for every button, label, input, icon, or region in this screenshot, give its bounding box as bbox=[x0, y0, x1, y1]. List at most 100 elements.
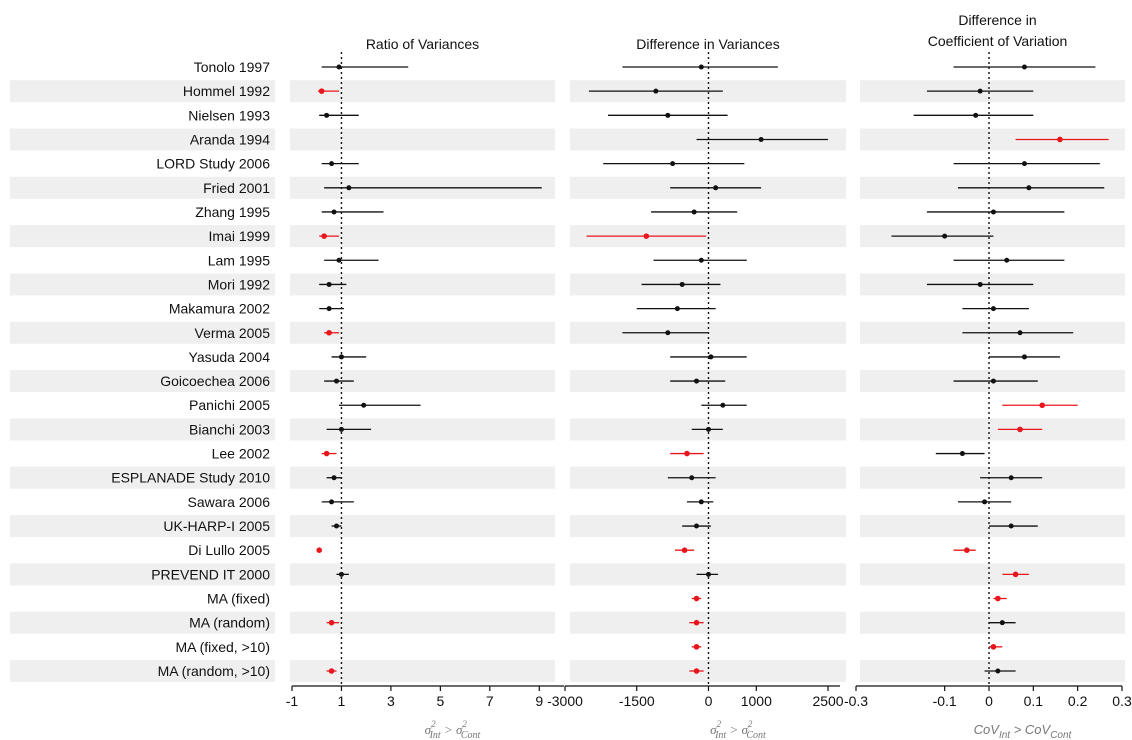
study-label: MA (fixed, >10) bbox=[175, 639, 270, 655]
row-band-label bbox=[10, 80, 275, 103]
study-label: LORD Study 2006 bbox=[156, 156, 270, 172]
study-label: Panichi 2005 bbox=[189, 397, 270, 413]
point-estimate bbox=[990, 306, 996, 312]
point-estimate bbox=[665, 330, 671, 336]
point-estimate bbox=[1004, 257, 1010, 263]
x-axis-label: σ2 Int > σ2 Cont bbox=[425, 719, 481, 740]
study-label: Di Lullo 2005 bbox=[188, 542, 270, 558]
panels: Ratio of Variances-1 1 3 5 7 9σ2 Int > σ2 ContD… bbox=[286, 12, 1132, 740]
row-band-label bbox=[10, 273, 275, 296]
row-band-label bbox=[10, 128, 275, 151]
point-estimate bbox=[324, 112, 330, 118]
point-estimate bbox=[338, 426, 344, 432]
study-label: MA (random) bbox=[189, 615, 270, 631]
row-band bbox=[860, 563, 1125, 586]
x-axis-label: σ2 Int > σ2 Cont bbox=[710, 719, 766, 740]
x-axis-label-part: Cont bbox=[461, 730, 481, 740]
panel-2: Difference in Variances -3000 -1500 0 1000 25… bbox=[547, 36, 844, 740]
study-label: UK-HARP-I 2005 bbox=[163, 518, 270, 534]
x-axis-label-part: CoV bbox=[1025, 722, 1052, 737]
point-estimate bbox=[1026, 185, 1032, 191]
study-label: MA (random, >10) bbox=[158, 663, 270, 679]
point-estimate bbox=[1017, 426, 1023, 433]
panel-1: Ratio of Variances-1 1 3 5 7 9σ2 Int > σ2 Cont bbox=[286, 36, 564, 740]
row-band bbox=[290, 563, 555, 586]
x-tick-label: 5 bbox=[436, 693, 444, 709]
point-estimate bbox=[336, 257, 342, 263]
point-estimate bbox=[1012, 571, 1019, 578]
x-axis-label-part: σ bbox=[741, 722, 748, 737]
x-axis-label-part: Int bbox=[429, 730, 441, 740]
point-estimate bbox=[681, 547, 688, 553]
row-band-label bbox=[10, 176, 275, 199]
point-estimate bbox=[713, 185, 719, 191]
x-axis-label-part: > bbox=[726, 722, 741, 737]
x-axis-label-part: σ bbox=[456, 722, 463, 737]
point-estimate bbox=[990, 378, 996, 384]
point-estimate bbox=[964, 547, 970, 553]
point-estimate bbox=[694, 523, 700, 529]
row-band-label bbox=[10, 563, 275, 586]
x-tick-label: 0.3 bbox=[1112, 693, 1132, 709]
point-estimate bbox=[982, 499, 988, 505]
x-tick-label: 7 bbox=[486, 693, 494, 709]
x-axis-label-part: CoV bbox=[974, 722, 1001, 737]
point-estimate bbox=[326, 281, 332, 287]
study-label: MA (fixed) bbox=[207, 591, 270, 607]
row-band bbox=[860, 128, 1125, 151]
x-tick-label: -0.3 bbox=[844, 693, 868, 709]
x-tick-label: -0.1 bbox=[933, 693, 957, 709]
x-tick-label: 3 bbox=[387, 693, 395, 709]
row-band bbox=[290, 370, 555, 393]
study-label: Verma 2005 bbox=[195, 325, 271, 341]
point-estimate bbox=[698, 499, 704, 505]
point-estimate bbox=[708, 354, 714, 360]
point-estimate bbox=[318, 88, 325, 94]
point-estimate bbox=[698, 64, 704, 70]
study-label: Bianchi 2003 bbox=[189, 421, 270, 437]
point-estimate bbox=[1057, 136, 1063, 143]
x-axis-label-part: > bbox=[1010, 722, 1025, 737]
study-label: Tonolo 1997 bbox=[194, 59, 271, 75]
x-tick-label: -1 bbox=[286, 693, 299, 709]
point-estimate bbox=[643, 233, 650, 239]
point-estimate bbox=[990, 644, 997, 650]
point-estimate bbox=[693, 644, 700, 650]
x-tick-label: 2500 bbox=[812, 693, 843, 709]
x-axis-label-part: Int bbox=[999, 730, 1011, 740]
point-estimate bbox=[321, 233, 327, 239]
point-estimate bbox=[758, 136, 764, 142]
point-estimate bbox=[720, 402, 726, 408]
x-axis-label-part: 2 bbox=[462, 719, 467, 729]
point-estimate bbox=[1039, 402, 1045, 409]
point-estimate bbox=[329, 161, 335, 167]
row-band-label bbox=[10, 321, 275, 344]
point-estimate bbox=[1021, 64, 1027, 70]
point-estimate bbox=[346, 185, 352, 191]
study-label: Aranda 1994 bbox=[190, 131, 270, 147]
row-band bbox=[290, 466, 555, 489]
point-estimate bbox=[973, 112, 979, 118]
point-estimate bbox=[674, 306, 680, 312]
x-axis-label-part: Cont bbox=[746, 730, 766, 740]
study-label: Zhang 1995 bbox=[195, 204, 270, 220]
point-estimate bbox=[959, 451, 965, 457]
row-band-label bbox=[10, 225, 275, 248]
row-band-label bbox=[10, 660, 275, 682]
point-estimate bbox=[977, 88, 983, 94]
x-axis-label-part: Int bbox=[714, 730, 726, 740]
x-tick-label: 0 bbox=[985, 693, 993, 709]
study-label: Yasuda 2004 bbox=[189, 349, 271, 365]
x-axis-label-part: > bbox=[441, 722, 456, 737]
row-band bbox=[290, 660, 555, 682]
point-estimate bbox=[665, 112, 671, 118]
point-estimate bbox=[361, 402, 367, 408]
row-band-label bbox=[10, 418, 275, 441]
study-labels: Tonolo 1997 Hommel 1992 Nielsen 1993 Aranda… bbox=[111, 59, 270, 679]
x-axis-label-part: 2 bbox=[431, 719, 436, 729]
point-estimate bbox=[679, 281, 685, 287]
study-label: Lam 1995 bbox=[208, 252, 270, 268]
x-tick-label: 9 bbox=[535, 693, 543, 709]
study-label: Hommel 1992 bbox=[183, 83, 270, 99]
point-estimate bbox=[942, 233, 948, 239]
